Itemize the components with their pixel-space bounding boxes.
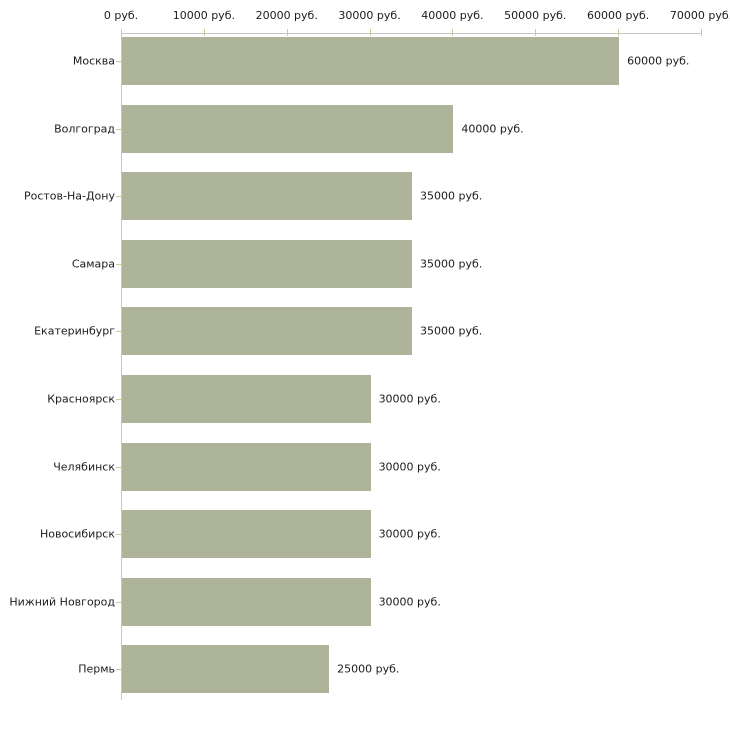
x-axis-tick-label: 40000 руб. bbox=[421, 9, 484, 22]
bar-rows: Москва 60000 руб. Волгоград 40000 руб. Росто… bbox=[0, 33, 730, 709]
value-label: 35000 руб. bbox=[420, 189, 483, 203]
y-axis-tick bbox=[116, 601, 121, 603]
category-label: Новосибирск bbox=[39, 527, 115, 541]
x-axis-tick bbox=[203, 29, 205, 36]
bar bbox=[122, 307, 412, 356]
category-label: Нижний Новгород bbox=[9, 595, 115, 609]
bar-row: Красноярск 30000 руб. bbox=[0, 371, 730, 439]
x-axis-tick-label: 50000 руб. bbox=[504, 9, 567, 22]
y-axis-tick bbox=[116, 263, 121, 265]
bar-row: Пермь 25000 руб. bbox=[0, 641, 730, 709]
value-label: 30000 руб. bbox=[378, 392, 441, 406]
bar bbox=[122, 374, 371, 423]
y-axis-tick bbox=[116, 398, 121, 400]
bar-row: Челябинск 30000 руб. bbox=[0, 439, 730, 507]
y-axis-line bbox=[121, 33, 122, 700]
x-axis-tick-label: 60000 руб. bbox=[587, 9, 650, 22]
bar bbox=[122, 239, 412, 288]
x-axis-tick-label: 70000 руб. bbox=[669, 9, 730, 22]
category-label: Екатеринбург bbox=[34, 324, 115, 338]
x-axis-tick-label: 20000 руб. bbox=[255, 9, 318, 22]
x-axis-tick bbox=[369, 29, 371, 36]
bar bbox=[122, 577, 371, 626]
bar bbox=[122, 645, 330, 694]
value-label: 30000 руб. bbox=[378, 527, 441, 541]
bar-row: Волгоград 40000 руб. bbox=[0, 101, 730, 169]
bar-row: Москва 60000 руб. bbox=[0, 33, 730, 101]
y-axis-tick bbox=[116, 61, 121, 62]
category-label: Челябинск bbox=[53, 460, 115, 474]
bar-row: Ростов-На-Дону 35000 руб. bbox=[0, 168, 730, 236]
value-label: 35000 руб. bbox=[420, 257, 483, 271]
bar-row: Самара 35000 руб. bbox=[0, 236, 730, 304]
value-label: 40000 руб. bbox=[461, 122, 524, 136]
category-label: Волгоград bbox=[54, 122, 115, 136]
bar bbox=[122, 442, 371, 491]
value-label: 30000 руб. bbox=[378, 595, 441, 609]
x-axis-tick bbox=[701, 29, 702, 36]
bar-row: Новосибирск 30000 руб. bbox=[0, 506, 730, 574]
x-axis-tick bbox=[535, 29, 537, 36]
category-label: Ростов-На-Дону bbox=[23, 189, 115, 203]
x-axis-tick bbox=[452, 29, 454, 36]
value-label: 25000 руб. bbox=[337, 662, 400, 676]
bar bbox=[122, 172, 412, 221]
value-label: 60000 руб. bbox=[627, 54, 690, 68]
value-label: 35000 руб. bbox=[420, 324, 483, 338]
y-axis-tick bbox=[116, 196, 121, 198]
x-axis-tick bbox=[121, 29, 122, 36]
x-axis-tick-label: 0 руб. bbox=[103, 9, 139, 22]
bar-row: Нижний Новгород 30000 руб. bbox=[0, 574, 730, 642]
x-axis-line bbox=[121, 33, 702, 34]
x-axis-tick-label: 10000 руб. bbox=[172, 9, 235, 22]
category-label: Москва bbox=[72, 54, 115, 68]
y-axis-tick bbox=[116, 534, 121, 536]
y-axis-tick bbox=[116, 466, 121, 468]
x-axis-tick bbox=[618, 29, 620, 36]
category-label: Самара bbox=[71, 257, 115, 271]
y-axis-tick bbox=[116, 128, 121, 130]
bar bbox=[122, 37, 620, 85]
category-label: Красноярск bbox=[47, 392, 115, 406]
bar-row: Екатеринбург 35000 руб. bbox=[0, 303, 730, 371]
bar bbox=[122, 104, 454, 153]
x-axis-tick bbox=[286, 29, 288, 36]
y-axis-tick bbox=[116, 331, 121, 333]
bar bbox=[122, 510, 371, 559]
x-axis-tick-label: 30000 руб. bbox=[338, 9, 401, 22]
y-axis-tick bbox=[116, 669, 121, 671]
value-label: 30000 руб. bbox=[378, 460, 441, 474]
category-label: Пермь bbox=[78, 662, 115, 676]
